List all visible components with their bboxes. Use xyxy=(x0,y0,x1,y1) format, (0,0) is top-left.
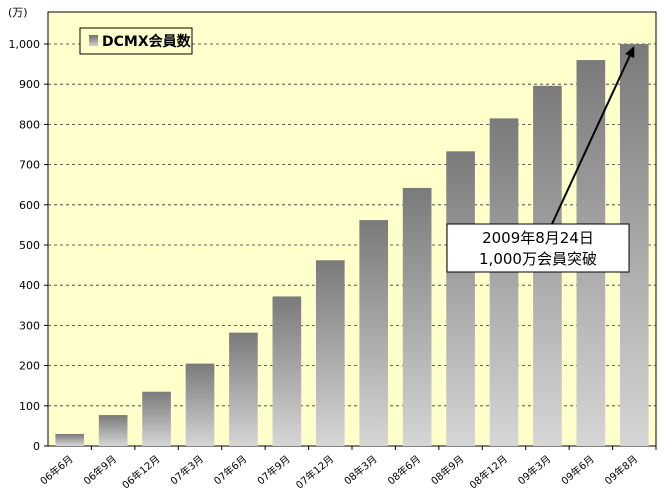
bars xyxy=(55,44,649,447)
bar xyxy=(185,363,215,446)
y-axis: 0 100 200 300 400 500 600 700 800 900 1,000 xyxy=(9,38,48,453)
bar xyxy=(489,118,519,447)
bar xyxy=(315,260,345,446)
x-tick-label: 08年12月 xyxy=(467,452,510,491)
x-tick-label: 06年9月 xyxy=(81,452,119,487)
y-tick-label: 500 xyxy=(19,239,40,252)
annotation-box xyxy=(446,223,630,273)
bar xyxy=(272,296,302,446)
x-tick-label: 09年6月 xyxy=(558,452,596,487)
x-tick-label: 09年8月 xyxy=(602,452,640,487)
x-axis: 06年6月 06年9月 06年12月 07年3月 07年6月 07年9月 07年12月 08年… xyxy=(37,446,657,492)
bar xyxy=(142,391,171,446)
legend-box xyxy=(79,27,193,55)
bar xyxy=(446,151,475,447)
y-tick-label: 800 xyxy=(19,118,40,131)
x-tick-label: 08年9月 xyxy=(428,452,466,487)
legend: DCMX会員数 xyxy=(79,27,193,55)
annotation-line1: 2009年8月24日 xyxy=(482,229,594,247)
x-tick-label: 07年3月 xyxy=(168,452,206,487)
bar xyxy=(229,332,258,446)
x-tick-label: 08年3月 xyxy=(341,452,379,487)
bar xyxy=(98,415,128,446)
x-tick-label: 07年12月 xyxy=(293,452,336,491)
y-tick-label: 300 xyxy=(19,319,40,332)
unit-label: (万) xyxy=(8,6,28,19)
legend-swatch xyxy=(89,35,98,46)
y-tick-label: 400 xyxy=(19,279,40,292)
y-tick-label: 1,000 xyxy=(9,38,41,51)
x-tick-label: 07年6月 xyxy=(211,452,249,487)
x-tick-label: 08年6月 xyxy=(385,452,423,487)
annotation-arrow xyxy=(551,55,631,225)
legend-label: DCMX会員数 xyxy=(102,33,192,50)
bar xyxy=(402,187,432,446)
bar xyxy=(359,220,389,446)
y-tick-label: 0 xyxy=(33,440,40,453)
x-tick-label: 06年12月 xyxy=(119,452,162,491)
y-tick-label: 900 xyxy=(19,78,40,91)
annotation: 2009年8月24日 1,000万会員突破 xyxy=(446,46,635,273)
x-tick-label: 07年9月 xyxy=(254,452,292,487)
bar xyxy=(55,433,85,446)
x-tick-label: 06年6月 xyxy=(37,452,75,487)
annotation-line2: 1,000万会員突破 xyxy=(479,250,597,268)
y-tick-label: 600 xyxy=(19,199,40,212)
x-tick-label: 09年3月 xyxy=(515,452,553,487)
y-tick-label: 200 xyxy=(19,360,40,373)
y-tick-label: 100 xyxy=(19,400,40,413)
y-tick-label: 700 xyxy=(19,159,40,172)
annotation-arrowhead xyxy=(625,46,635,59)
